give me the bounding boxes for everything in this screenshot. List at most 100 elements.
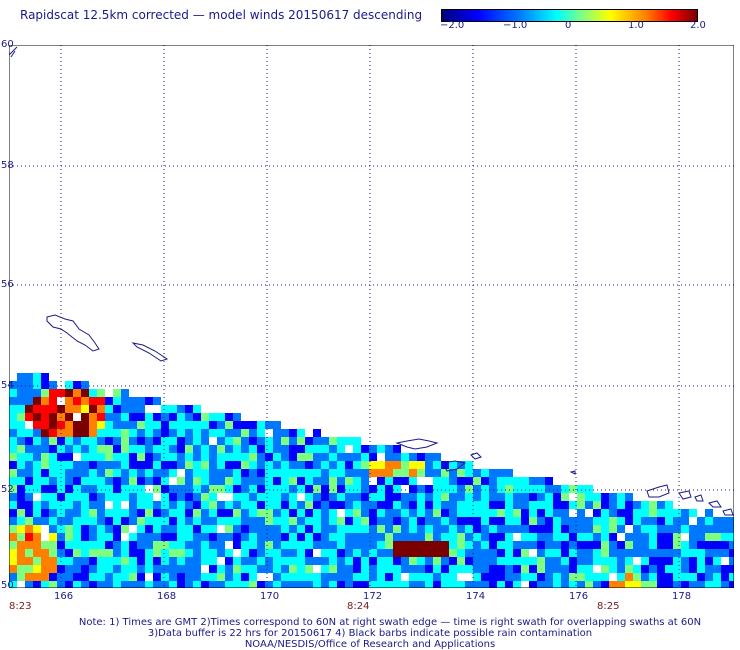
swath-cell xyxy=(225,469,233,477)
swath-cell xyxy=(73,429,81,437)
swath-cell xyxy=(345,477,353,485)
swath-cell xyxy=(201,573,209,581)
swath-cell xyxy=(289,493,297,501)
swath-cell xyxy=(561,533,569,541)
swath-cell xyxy=(553,509,561,517)
swath-cell xyxy=(161,477,169,485)
swath-cell xyxy=(89,525,97,533)
swath-cell xyxy=(225,581,233,588)
swath-cell xyxy=(233,565,241,573)
swath-cell xyxy=(105,445,113,453)
swath-cell xyxy=(89,493,97,501)
swath-cell xyxy=(553,485,561,493)
swath-cell xyxy=(161,533,169,541)
swath-cell xyxy=(313,573,321,581)
swath-cell xyxy=(337,469,345,477)
swath-cell xyxy=(89,469,97,477)
swath-cell xyxy=(377,445,385,453)
swath-cell xyxy=(641,533,649,541)
lon-label: 168 xyxy=(157,591,177,602)
swath-cell xyxy=(17,493,25,501)
swath-cell xyxy=(113,413,121,421)
swath-cell xyxy=(313,493,321,501)
swath-cell xyxy=(241,549,249,557)
swath-cell xyxy=(209,453,217,461)
swath-cell xyxy=(537,509,545,517)
swath-cell xyxy=(65,437,73,445)
swath-cell xyxy=(33,517,41,525)
swath-cell xyxy=(289,557,297,565)
swath-cell xyxy=(177,541,185,549)
swath-cell xyxy=(9,445,17,453)
swath-cell xyxy=(665,501,673,509)
swath-cell xyxy=(705,525,713,533)
swath-cell xyxy=(625,573,633,581)
swath-cell xyxy=(145,429,153,437)
swath-cell xyxy=(81,485,89,493)
swath-cell xyxy=(9,501,17,509)
swath-cell xyxy=(361,453,369,461)
swath-cell xyxy=(25,557,33,565)
swath-cell xyxy=(9,509,17,517)
swath-cell xyxy=(505,565,513,573)
swath-cell xyxy=(577,557,585,565)
swath-cell xyxy=(9,541,17,549)
swath-cell xyxy=(457,477,465,485)
swath-cell xyxy=(265,493,273,501)
swath-cell xyxy=(385,517,393,525)
swath-cell xyxy=(665,581,673,588)
swath-cell xyxy=(41,421,49,429)
swath-cell xyxy=(449,461,457,469)
swath-cell xyxy=(313,429,321,437)
swath-cell xyxy=(81,381,89,389)
swath-cell xyxy=(585,533,593,541)
swath-cell xyxy=(121,429,129,437)
swath-cell xyxy=(201,501,209,509)
swath-cell xyxy=(17,373,25,381)
swath-cell xyxy=(489,565,497,573)
swath-cell xyxy=(305,573,313,581)
swath-cell xyxy=(449,477,457,485)
swath-cell xyxy=(345,437,353,445)
swath-cell xyxy=(649,573,657,581)
swath-cell xyxy=(321,525,329,533)
swath-cell xyxy=(153,485,161,493)
swath-cell xyxy=(497,573,505,581)
swath-cell xyxy=(377,461,385,469)
swath-cell xyxy=(65,389,73,397)
swath-cell xyxy=(89,517,97,525)
swath-cell xyxy=(721,541,729,549)
swath-cell xyxy=(489,581,497,588)
swath-cell xyxy=(641,581,649,588)
swath-cell xyxy=(705,557,713,565)
swath-cell xyxy=(33,461,41,469)
swath-cell xyxy=(337,517,345,525)
swath-cell xyxy=(105,413,113,421)
swath-cell xyxy=(385,541,393,549)
swath-cell xyxy=(209,581,217,588)
swath-cell xyxy=(553,501,561,509)
swath-cell xyxy=(201,461,209,469)
swath-cell xyxy=(441,573,449,581)
swath-cell xyxy=(161,541,169,549)
swath-cell xyxy=(385,445,393,453)
swath-cell xyxy=(249,541,257,549)
swath-cell xyxy=(361,477,369,485)
swath-cell xyxy=(137,541,145,549)
swath-cell xyxy=(73,461,81,469)
swath-cell xyxy=(161,501,169,509)
swath-cell xyxy=(273,493,281,501)
swath-cell xyxy=(169,509,177,517)
swath-cell xyxy=(49,573,57,581)
swath-cell xyxy=(425,541,433,549)
swath-cell xyxy=(321,541,329,549)
swath-cell xyxy=(89,453,97,461)
swath-cell xyxy=(25,509,33,517)
footer-note-1: Note: 1) Times are GMT 2)Times correspon… xyxy=(78,617,702,628)
swath-cell xyxy=(577,581,585,588)
swath-cell xyxy=(33,381,41,389)
swath-cell xyxy=(9,437,17,445)
swath-cell xyxy=(721,573,729,581)
swath-cell xyxy=(649,501,657,509)
swath-cell xyxy=(73,557,81,565)
